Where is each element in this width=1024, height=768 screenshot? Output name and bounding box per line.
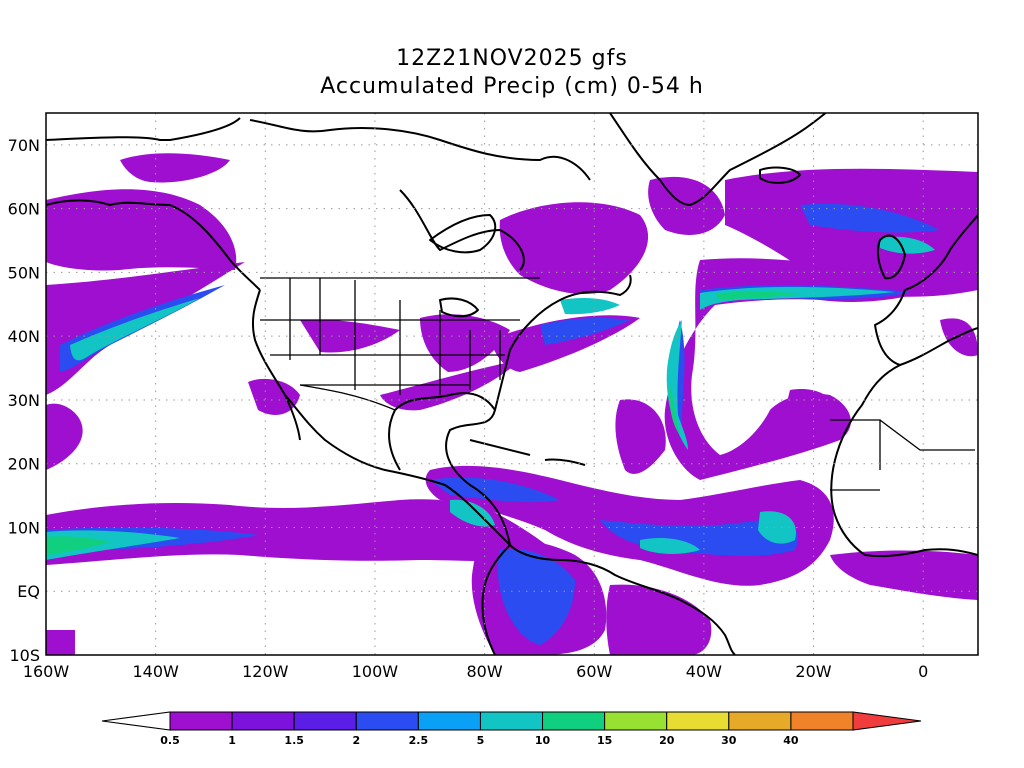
map-title: 12Z21NOV2025 gfs (396, 46, 628, 71)
latitude-label: 10N (8, 518, 40, 537)
latitude-label: 30N (8, 391, 40, 410)
longitude-label: 140W (132, 662, 179, 681)
latitude-label: 20N (8, 455, 40, 474)
longitude-label: 100W (352, 662, 399, 681)
longitude-label: 40W (686, 662, 722, 681)
longitude-label: 60W (576, 662, 612, 681)
colorbar-label: 1 (228, 734, 236, 747)
colorbar-swatch (293, 711, 357, 731)
precip-core-regions (46, 291, 800, 555)
coastlines (46, 113, 978, 655)
latitude-label: 10S (9, 646, 40, 665)
colorbar-high-arrow (852, 711, 922, 731)
colorbar-swatch (542, 711, 606, 731)
colorbar-label: 0.5 (160, 734, 180, 747)
colorbar-label: 10 (535, 734, 551, 747)
map-frame (45, 112, 979, 656)
longitude-label: 80W (466, 662, 502, 681)
longitude-label: 160W (23, 662, 70, 681)
colorbar-label: 15 (597, 734, 612, 747)
map-plot-area (46, 113, 978, 655)
colorbar-label: 40 (783, 734, 799, 747)
colorbar-label: 1.5 (284, 734, 304, 747)
latitude-label: 50N (8, 263, 40, 282)
latitude-labels: 70N 60N 50N 40N 30N 20N 10N EQ 10S (8, 136, 40, 665)
colorbar-swatch (417, 711, 481, 731)
colorbar-label: 2 (352, 734, 360, 747)
colorbar-swatch (790, 711, 854, 731)
colorbar-label: 5 (477, 734, 485, 747)
longitude-label: 20W (795, 662, 831, 681)
colorbar-low-arrow (101, 711, 171, 731)
colorbar-swatch (666, 711, 730, 731)
colorbar: 0.5 1 1.5 2 2.5 5 10 15 20 30 40 (101, 711, 922, 747)
colorbar-swatch (169, 711, 233, 731)
longitude-label: 0 (918, 662, 928, 681)
latitude-label: 40N (8, 327, 40, 346)
latitude-label: 70N (8, 136, 40, 155)
colorbar-label: 20 (659, 734, 675, 747)
colorbar-label: 30 (721, 734, 737, 747)
latitude-label: EQ (17, 582, 40, 601)
latitude-label: 60N (8, 200, 40, 219)
longitude-label: 120W (242, 662, 289, 681)
map-subtitle: Accumulated Precip (cm) 0-54 h (320, 74, 704, 99)
political-borders (260, 277, 975, 491)
colorbar-swatch (604, 711, 668, 731)
colorbar-swatch (728, 711, 792, 731)
colorbar-swatch (355, 711, 419, 731)
colorbar-swatch (231, 711, 295, 731)
longitude-labels: 160W 140W 120W 100W 80W 60W 40W 20W 0 (23, 662, 928, 681)
graticule (45, 113, 978, 656)
colorbar-swatch (479, 711, 544, 731)
colorbar-label: 2.5 (409, 734, 429, 747)
